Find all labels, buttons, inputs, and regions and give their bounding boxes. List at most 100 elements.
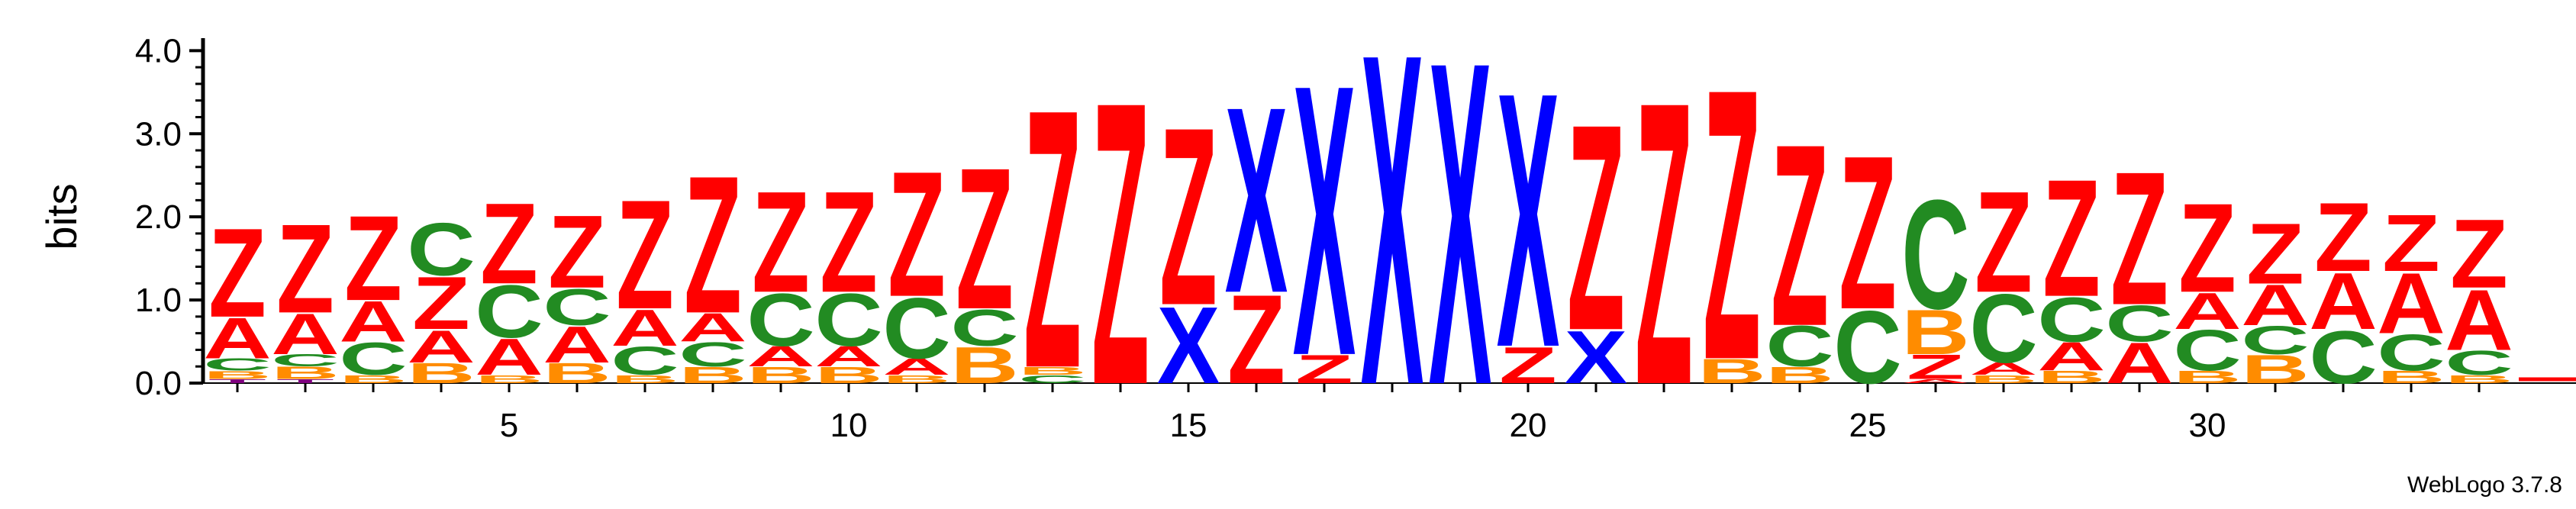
logo-letter-Z: Z: [1159, 76, 1217, 359]
logo-letter-T: T: [208, 378, 266, 384]
logo-letter-Z: Z: [752, 161, 810, 323]
logo-letter-X: X: [1429, 0, 1492, 482]
y-tick-label: 0.0: [135, 365, 182, 402]
logo-letter-B: B: [1697, 352, 1765, 391]
logo-letter-B: B: [203, 369, 271, 382]
logo-letter-B: B: [339, 372, 407, 385]
logo-letter-A: A: [271, 301, 339, 366]
logo-letter-X: X: [1497, 17, 1560, 423]
stack-position-18: X: [1361, 0, 1424, 484]
logo-letter-A: A: [2377, 255, 2445, 352]
logo-letter-X: X: [1225, 53, 1288, 349]
logo-letter-A: A: [2445, 272, 2513, 369]
logo-letter-Z: Z: [1635, 18, 1693, 469]
logo-letter-C: C: [203, 355, 271, 374]
logo-letter-Z: Z: [1499, 337, 1557, 395]
logo-letter-C: C: [271, 351, 339, 370]
x-tick-label: 15: [1170, 407, 1207, 444]
stack-position-16: ZX: [1225, 53, 1288, 411]
logo-letter-C: C: [1969, 274, 2037, 384]
logo-letter-Z: Z: [2314, 182, 2372, 292]
logo-letter-A: A: [882, 354, 950, 380]
logo-letter-Z: Z: [2246, 205, 2304, 302]
logo-letter-Z: Z: [956, 125, 1014, 351]
logo-letter-B: B: [1018, 364, 1086, 377]
logo-letter-B: B: [746, 362, 814, 388]
x-tick-label: 5: [500, 407, 518, 444]
logo-letter-A: A: [475, 328, 543, 386]
stack-position-13: CBZ: [1018, 32, 1086, 445]
logo-letter-X: X: [1157, 285, 1220, 407]
logo-letter-C: C: [2241, 318, 2309, 363]
logo-letter-B: B: [882, 372, 950, 385]
logo-letter-C: C: [2173, 318, 2241, 383]
logo-letter-C: C: [2309, 315, 2377, 399]
logo-letter-B: B: [2037, 367, 2105, 386]
logo-letter-Z: Z: [888, 134, 946, 334]
y-tick-label: 1.0: [135, 282, 182, 319]
logo-letter-Z: Z: [1975, 161, 2033, 323]
logo-letter-B: B: [1765, 362, 1833, 388]
logo-letter-X: X: [1361, 0, 1424, 484]
logo-letter-Z: Z: [344, 191, 402, 326]
logo-letter-Z: Z: [1091, 18, 1149, 469]
logo-letter-B: B: [2445, 372, 2513, 385]
logo-letter-A: A: [2037, 334, 2105, 379]
logo-letter-C: C: [2037, 285, 2105, 356]
y-axis-title: bits: [37, 183, 85, 250]
logo-letter-Z: Z: [684, 134, 742, 354]
logo-letter-A: A: [339, 289, 407, 354]
y-tick-label: 4.0: [135, 32, 182, 69]
axes: [201, 38, 2576, 384]
x-tick-label: 20: [1510, 407, 1547, 444]
stack-position-22: Z: [1635, 18, 1693, 469]
logo-letter-B: B: [950, 337, 1018, 395]
logo-letter-C: C: [679, 335, 746, 374]
logo-letter-Z: Z: [2382, 198, 2440, 288]
x-tick-label: 30: [2189, 407, 2226, 444]
logo-letter-B: B: [1969, 372, 2037, 385]
stack-position-29: ACZ: [2105, 132, 2173, 395]
logo-letter-C: C: [950, 299, 1018, 357]
logo-letter-A: A: [2173, 283, 2241, 341]
stack-position-14: Z: [1091, 18, 1149, 469]
logo-letter-A: A: [407, 321, 475, 372]
y-tick-label: 3.0: [135, 115, 182, 153]
logo-letter-B: B: [814, 362, 882, 388]
logo-letter-C: C: [2377, 324, 2445, 382]
logo-letter-B: B: [2241, 347, 2309, 392]
stack-position-19: X: [1429, 0, 1492, 482]
logo-letter-Z: Z: [1227, 269, 1285, 411]
logo-letter-Z: Z: [1567, 63, 1625, 391]
logo-letter-B: B: [543, 357, 611, 389]
logo-letter-C: C: [2445, 343, 2513, 382]
logo-letter-A: A: [543, 316, 611, 374]
logo-letter-Z: Z: [412, 261, 470, 345]
logo-letter-A: A: [679, 305, 746, 350]
logo-letter-A: A: [611, 299, 679, 357]
logo-letter-Z: Z: [1295, 347, 1353, 392]
logo-letter-A: A: [746, 340, 814, 372]
y-tick-label: 2.0: [135, 198, 182, 236]
x-ticks: 5 10 15 20 25 30: [236, 383, 2481, 444]
logo-letter-Z: Z: [1839, 110, 1897, 355]
y-ticks: 0.0 1.0 2.0 3.0 4.0: [135, 32, 203, 402]
stack-position-21: XZ: [1565, 63, 1628, 399]
logo-letter-Z: Z: [2450, 199, 2508, 309]
logo-letter-Z: Z: [1771, 91, 1829, 381]
logo-letter-C: C: [1901, 167, 1969, 342]
logo-letter-X: X: [1565, 315, 1628, 399]
logo-letter-Z: Z: [820, 161, 878, 323]
logo-letter-B: B: [1901, 297, 1969, 368]
